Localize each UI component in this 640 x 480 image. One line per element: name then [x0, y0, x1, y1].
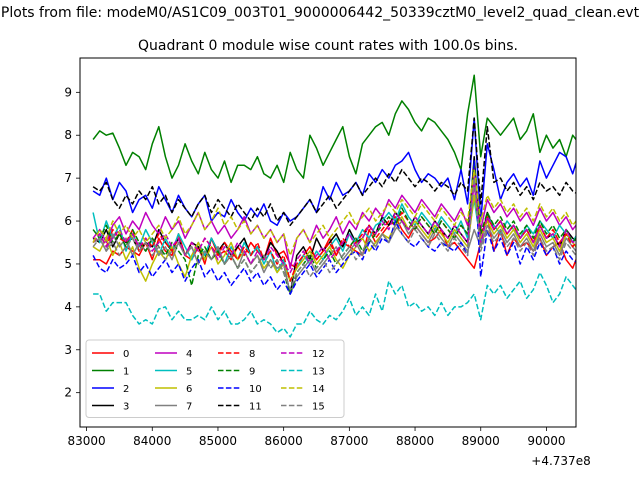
x-tick-label: 83000 [67, 434, 105, 448]
y-tick-label: 9 [64, 85, 72, 99]
y-tick-label: 8 [64, 128, 72, 142]
x-tick-label: 86000 [265, 434, 303, 448]
legend-label-6: 6 [186, 384, 192, 395]
y-tick-label: 7 [64, 171, 72, 185]
y-tick-label: 5 [64, 257, 72, 271]
x-tick-label: 88000 [396, 434, 434, 448]
series-line-3 [92, 155, 576, 295]
legend-label-11: 11 [249, 402, 262, 413]
legend-label-14: 14 [312, 384, 325, 395]
y-tick-label: 3 [64, 343, 72, 357]
series-line-13 [93, 271, 576, 338]
legend-label-7: 7 [186, 402, 192, 413]
chart-title: Quadrant 0 module wise count rates with … [138, 38, 518, 54]
legend-label-0: 0 [123, 349, 129, 360]
legend-label-10: 10 [249, 384, 262, 395]
series-line-6 [92, 194, 576, 282]
legend-label-15: 15 [312, 402, 325, 413]
y-axis: 2 3 4 5 6 7 8 9 [64, 85, 80, 400]
legend-label-12: 12 [312, 349, 325, 360]
legend-label-3: 3 [123, 402, 129, 413]
series-line-9 [92, 160, 576, 295]
y-tick-label: 4 [64, 300, 72, 314]
legend-label-2: 2 [123, 384, 129, 395]
x-tick-label: 84000 [133, 434, 171, 448]
series-line-10 [92, 160, 576, 295]
legend-label-8: 8 [249, 349, 255, 360]
series-line-15 [92, 177, 576, 291]
x-tick-label: 90000 [527, 434, 565, 448]
figure-suptitle: Plots from file: modeM0/AS1C09_003T01_90… [1, 5, 640, 21]
x-tick-label: 89000 [462, 434, 500, 448]
legend-label-9: 9 [249, 367, 255, 378]
x-offset-label: +4.737e8 [531, 454, 590, 468]
axes-frame [79, 57, 577, 428]
y-tick-label: 6 [64, 214, 72, 228]
x-axis: 83000 84000 85000 86000 87000 88000 89000 90000 [67, 427, 566, 448]
series-line-14 [92, 168, 576, 257]
legend-label-13: 13 [312, 367, 325, 378]
series-line-11 [92, 117, 576, 227]
y-tick-label: 2 [64, 386, 72, 400]
x-tick-label: 85000 [199, 434, 237, 448]
legend-label-5: 5 [186, 367, 192, 378]
series-line-4 [92, 185, 576, 269]
legend-label-4: 4 [186, 349, 192, 360]
legend-box [85, 339, 345, 418]
series-line-1 [92, 74, 576, 184]
plot-area [92, 74, 576, 338]
legend-label-1: 1 [123, 367, 129, 378]
x-tick-label: 87000 [330, 434, 368, 448]
